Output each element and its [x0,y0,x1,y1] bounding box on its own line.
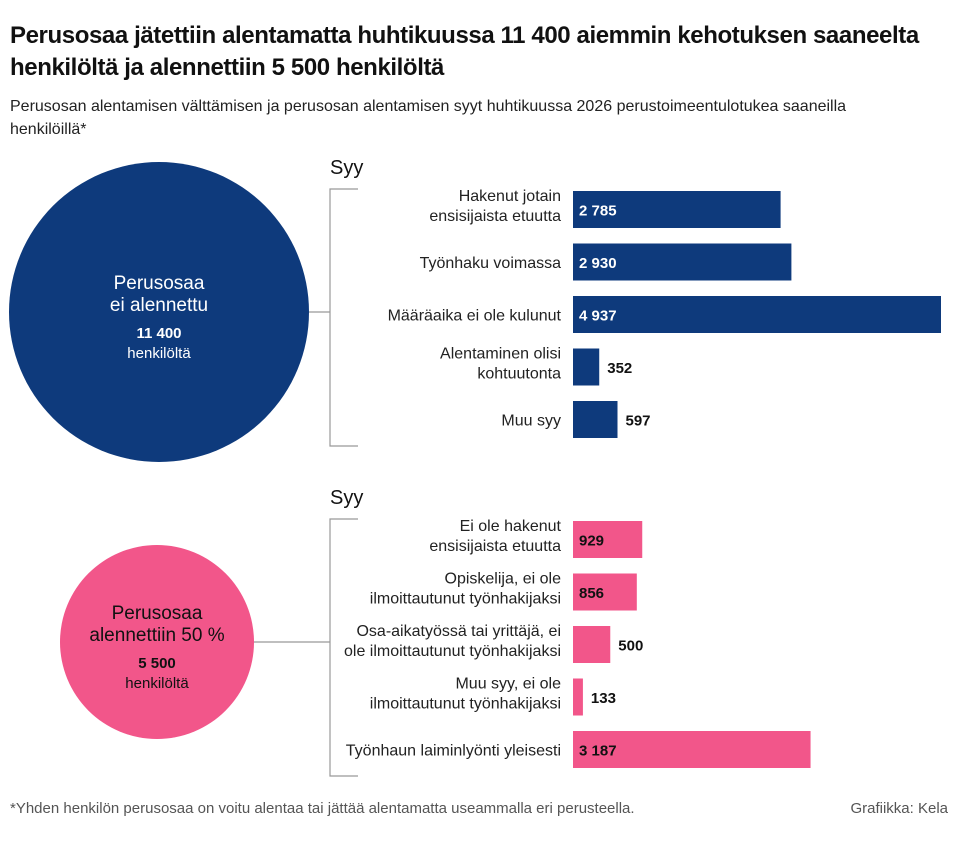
bar-row: 500 Osa-aikatyössä tai yrittäjä, ei ole il… [344,623,643,663]
group-label: Syy [330,157,363,179]
bar-row: 856 Opiskelija, ei ole ilmoittautunut työn… [370,571,637,611]
bracket [329,188,358,447]
credit: Grafiikka: Kela [850,800,948,817]
bar [573,348,600,386]
circle-line1: Perusosaa [114,273,205,294]
chart-title: Perusosaa jätettiin alentamatta huhtikuu… [10,22,919,81]
value-label: 856 [579,585,604,602]
summary-circle [9,162,309,462]
category-label: Muu syy, ei ole [455,676,561,693]
circle-line1: Perusosaa [112,603,203,624]
bar [573,678,583,716]
category-label: ilmoittautunut työnhakijaksi [370,591,561,608]
bar-row: 133 Muu syy, ei ole ilmoittautunut työnhak… [370,676,616,716]
category-label: Opiskelija, ei ole [445,571,562,588]
bar [573,521,643,558]
bar [573,191,781,228]
category-label: Muu syy [501,413,561,430]
category-label: Määräaika ei ole kulunut [388,308,562,325]
value-label: 4 937 [579,308,617,325]
value-label: 500 [618,638,643,655]
circle-line2: ei alennettu [110,295,208,316]
category-label: ilmoittautunut työnhakijaksi [370,696,561,713]
category-label: Alentaminen olisi [440,346,561,363]
circle-count: 5 500 [138,655,176,672]
category-label: Osa-aikatyössä tai yrittäjä, ei [356,623,561,640]
value-label: 133 [591,690,616,707]
summary-circle [60,545,254,739]
bar-row: 352 Alentaminen olisi kohtuutonta [440,346,632,386]
category-label: Työnhaun laiminlyönti yleisesti [346,743,561,760]
circle-count: 11 400 [136,325,181,342]
category-label: Työnhaku voimassa [420,255,562,272]
circle-line2: alennettiin 50 % [89,625,224,646]
value-label: 597 [625,413,650,430]
category-label: Hakenut jotain [459,188,561,205]
circle-unit: henkilöltä [127,345,191,362]
category-label: ensisijaista etuutta [429,208,561,225]
value-label: 2 930 [579,255,617,272]
bar [573,573,637,611]
category-label: kohtuutonta [477,366,561,383]
bar-row: 929 Ei ole hakenut ensisijaista etuutta [429,518,643,558]
value-label: 929 [579,533,604,550]
group-label: Syy [330,487,363,509]
bar [573,626,611,663]
value-label: 2 785 [579,203,617,220]
bracket [329,518,358,777]
bar-row: 2 930 Työnhaku voimassa [420,243,792,281]
circle-unit: henkilöltä [125,675,189,692]
bar [573,401,618,438]
category-label: ole ilmoittautunut työnhakijaksi [344,643,561,660]
bar [573,243,792,281]
value-label: 352 [607,360,632,377]
value-label: 3 187 [579,743,617,760]
bar-row: 3 187 Työnhaun laiminlyönti yleisesti [346,731,811,768]
bar [573,731,811,768]
category-label: ensisijaista etuutta [429,538,561,555]
footnote: *Yhden henkilön perusosaa on voitu alent… [10,800,635,817]
bar [573,296,941,333]
bar-row: 2 785 Hakenut jotain ensisijaista etuutta [429,188,781,228]
chart-subtitle: Perusosan alentamisen välttämisen ja per… [10,98,847,138]
bar-row: 4 937 Määräaika ei ole kulunut [388,296,941,333]
category-label: Ei ole hakenut [460,518,562,535]
bar-row: 597 Muu syy [501,401,651,438]
